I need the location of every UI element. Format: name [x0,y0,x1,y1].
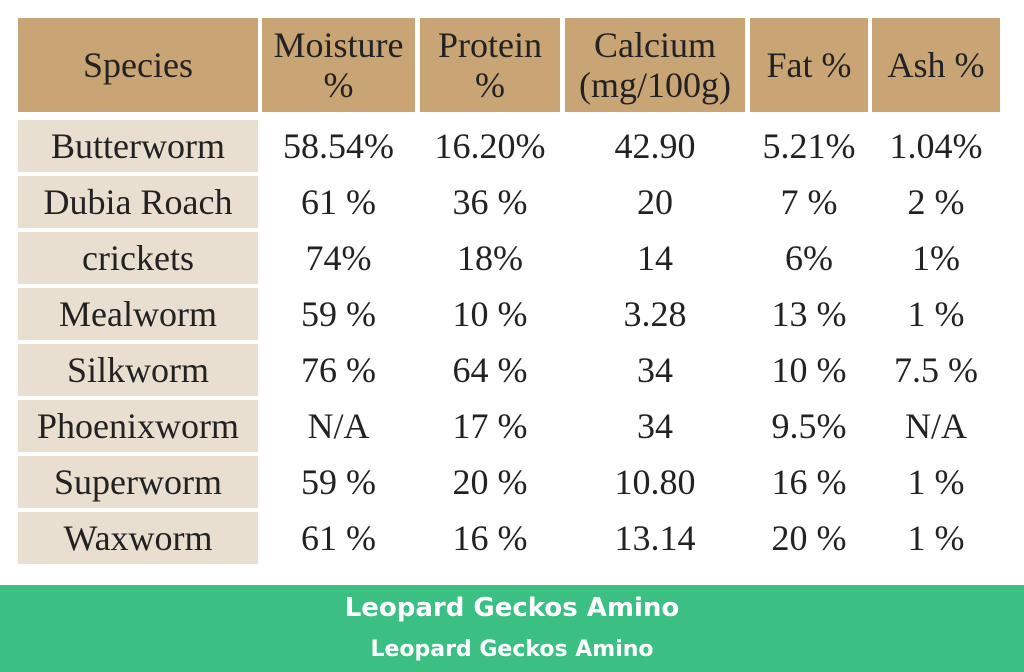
watermark-subtitle: Leopard Geckos Amino [370,637,654,662]
species-cell: crickets [18,232,258,284]
header-text: Fat % [766,45,852,85]
value-cell: 16 % [771,462,847,502]
species-cell: Mealworm [18,288,258,340]
value-cell: 16.20% [434,126,546,166]
value-cell: 36 % [452,182,528,222]
value-cell: 58.54% [283,126,394,166]
value-cell: 1 % [907,294,965,334]
header-cell: Protein% [420,18,560,112]
value-cell: 10.80 [614,462,696,502]
value-cell: 20 % [771,518,847,558]
value-cell: 5.21% [762,126,856,166]
value-cell: 59 % [301,462,376,502]
value-cell: 59 % [301,294,376,334]
header-text: Calcium [594,25,716,65]
header-cell: Ash % [872,18,1000,112]
value-cell: 2 % [907,182,965,222]
value-cell: 17 % [452,406,528,446]
value-cell: 14 [637,238,673,278]
value-cell: 13.14 [614,518,696,558]
value-cell: 1 % [907,518,965,558]
header-cell: Calcium (mg/100g) [565,18,745,112]
species-cell: Dubia Roach [18,176,258,228]
species-cell: Superworm [18,456,258,508]
header-cell: Moisture% [262,18,415,112]
species-cell: Waxworm [18,512,258,564]
header-text: (mg/100g) [579,65,731,105]
value-cell: 6% [785,238,833,278]
value-cell: 20 % [452,462,528,502]
watermark-bar: Leopard Geckos Amino Leopard Geckos Amin… [0,585,1024,672]
value-cell: 10 % [452,294,528,334]
value-cell: 64 % [452,350,528,390]
value-cell: 1% [912,238,960,278]
header-text: Moisture [273,25,404,65]
value-cell: 10 % [771,350,847,390]
header-text: Protein [438,25,542,65]
value-cell: 7.5 % [894,350,978,390]
value-cell: 34 [637,350,673,390]
value-cell: N/A [905,406,967,446]
header-text: % [475,65,505,105]
value-cell: 13 % [771,294,847,334]
value-cell: 9.5% [771,406,847,446]
species-cell: Butterworm [18,120,258,172]
watermark-title: Leopard Geckos Amino [344,593,680,623]
header-text: Ash % [887,45,985,85]
value-cell: 61 % [301,182,376,222]
species-cell: Phoenixworm [18,400,258,452]
value-cell: 18% [457,238,523,278]
value-cell: 76 % [301,350,376,390]
value-cell: 1.04% [889,126,983,166]
header-cell: Fat % [750,18,868,112]
value-cell: 42.90 [614,126,696,166]
value-cell: 16 % [452,518,528,558]
value-cell: 3.28 [623,294,687,334]
value-cell: 20 [637,182,673,222]
header-text: % [323,65,354,105]
value-cell: 1 % [907,462,965,502]
value-cell: 7 % [780,182,838,222]
value-cell: 74% [305,238,372,278]
value-cell: N/A [307,406,370,446]
header-cell: Species [18,18,258,112]
species-cell: Silkworm [18,344,258,396]
header-text: Species [83,45,193,85]
value-cell: 34 [637,406,673,446]
value-cell: 61 % [301,518,376,558]
